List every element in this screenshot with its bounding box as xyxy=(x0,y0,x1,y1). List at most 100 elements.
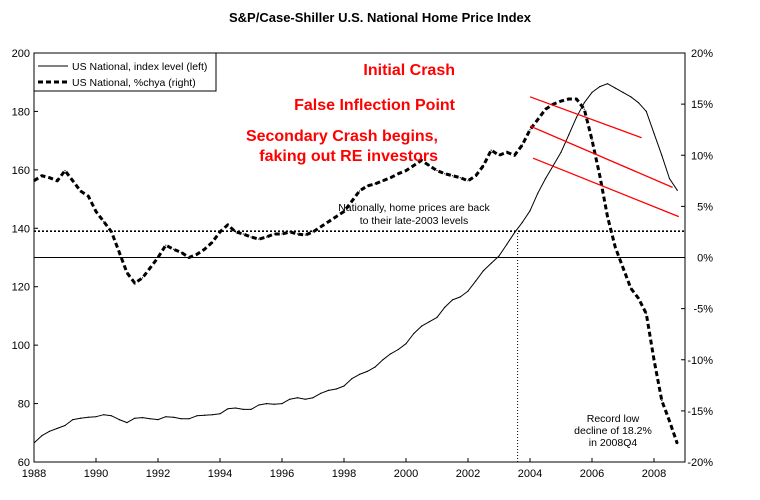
record-low-label: Record low decline of 18.2% in 2008Q4 xyxy=(574,413,652,449)
index-level-point xyxy=(366,370,368,372)
legend-label-index: US National, index level (left) xyxy=(72,61,207,73)
chya-point xyxy=(552,103,554,105)
y-left-tick-label: 140 xyxy=(12,223,30,235)
chya-point xyxy=(521,144,523,146)
index-level-point xyxy=(374,366,376,368)
chya-point xyxy=(668,420,671,422)
index-level-point xyxy=(234,407,237,409)
index-level-point xyxy=(529,210,531,212)
index-level-point xyxy=(196,415,198,417)
initial-crash-arrow xyxy=(529,96,642,139)
chya-point xyxy=(273,233,275,235)
nationally-label: Nationally, home prices are back to their… xyxy=(338,202,490,227)
chya-line xyxy=(33,97,679,445)
index-level-point xyxy=(420,325,423,327)
x-tick-label: 1998 xyxy=(332,468,356,480)
y-left-tick-label: 120 xyxy=(12,282,30,294)
chya-point xyxy=(676,443,678,445)
x-tick-label: 1996 xyxy=(270,468,294,480)
index-level-point xyxy=(498,255,500,257)
y-left-tick-label: 60 xyxy=(18,457,30,469)
chya-point xyxy=(296,233,299,235)
index-level-point xyxy=(180,418,182,420)
chya-point xyxy=(64,170,66,172)
index-level-point xyxy=(211,414,213,416)
chya-point xyxy=(451,175,454,177)
chya-point xyxy=(420,159,423,161)
index-level-point xyxy=(258,404,260,406)
index-level-point xyxy=(250,408,252,410)
chya-point xyxy=(397,173,399,175)
index-level-point xyxy=(358,373,361,375)
false-inflection-label-line: False Inflection Point xyxy=(294,97,456,114)
chya-point xyxy=(211,241,213,243)
index-level-point xyxy=(451,299,454,301)
index-level-point xyxy=(506,243,508,245)
y-left-tick-label: 200 xyxy=(12,48,30,60)
index-level-point xyxy=(653,132,655,134)
index-level-point xyxy=(141,417,144,419)
index-level-point xyxy=(389,353,392,355)
y-right-tick-label: 15% xyxy=(691,99,713,111)
y-right-tick-label: 5% xyxy=(697,201,713,213)
chya-point xyxy=(335,216,337,218)
index-level-point xyxy=(668,178,671,180)
index-level-point xyxy=(475,280,477,282)
chya-point xyxy=(351,200,353,202)
index-level-point xyxy=(33,442,35,444)
index-level-point xyxy=(614,87,616,89)
chya-point xyxy=(637,297,640,299)
y-right-tick-label: 0% xyxy=(697,253,713,265)
chya-point xyxy=(606,216,609,218)
secondary-crash-label: Secondary Crash begins, faking out RE inv… xyxy=(246,128,438,165)
chya-point xyxy=(374,183,376,185)
index-level-point xyxy=(103,414,105,416)
y-axis-right: -20% -15% -10% -5% 0% 5% 10% 15% 20% xyxy=(681,48,713,469)
false-inflection-label: False Inflection Point xyxy=(294,97,456,114)
y-left-tick-label: 100 xyxy=(12,340,30,352)
chya-point xyxy=(141,277,144,279)
index-level-point xyxy=(382,359,384,361)
x-tick-label: 1992 xyxy=(146,468,170,480)
chya-point xyxy=(436,170,438,172)
index-level-point xyxy=(544,178,547,180)
index-level-point xyxy=(149,418,151,420)
index-level-point xyxy=(335,388,337,390)
index-level-point xyxy=(79,417,82,419)
series-group xyxy=(33,83,679,445)
index-level-point xyxy=(661,154,663,156)
nationally-label-line: Nationally, home prices are back xyxy=(338,202,490,214)
y-right-tick-label: -15% xyxy=(687,406,713,418)
index-level-line xyxy=(33,83,678,444)
chya-point xyxy=(157,256,159,259)
chya-point xyxy=(413,164,415,167)
index-level-point xyxy=(513,232,516,234)
index-level-point xyxy=(343,385,345,387)
x-tick-label: 1990 xyxy=(84,468,108,480)
annotation-arrows xyxy=(529,96,680,218)
index-level-point xyxy=(521,221,523,223)
chya-point xyxy=(382,180,384,182)
index-level-point xyxy=(110,415,113,417)
chya-point xyxy=(48,177,51,179)
initial-crash-label-line: Initial Crash xyxy=(363,62,455,79)
secondary-crash-label-line: faking out RE investors xyxy=(259,148,438,165)
index-level-point xyxy=(575,116,578,118)
x-tick-label: 2008 xyxy=(642,468,666,480)
index-level-point xyxy=(482,270,485,272)
chya-point xyxy=(459,177,461,179)
y-right-tick-label: -10% xyxy=(687,355,713,367)
index-level-point xyxy=(459,296,461,298)
chya-point xyxy=(172,248,175,250)
chya-point xyxy=(661,400,663,402)
index-level-point xyxy=(467,290,469,292)
chya-point xyxy=(87,195,89,197)
reference-lines xyxy=(34,230,685,462)
index-level-point xyxy=(242,408,244,410)
chya-point xyxy=(568,98,570,100)
y-right-tick-label: 10% xyxy=(691,150,713,162)
index-level-point xyxy=(165,416,167,418)
chya-point xyxy=(180,251,182,253)
record-low-label-line: Record low xyxy=(587,413,640,425)
chya-point xyxy=(622,267,624,269)
